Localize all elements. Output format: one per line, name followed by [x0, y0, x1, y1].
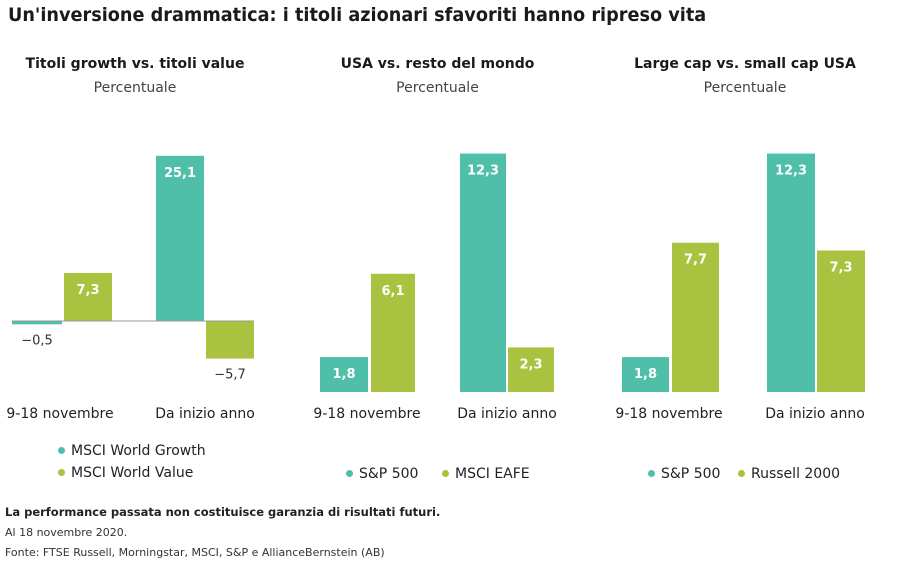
legend-swatch	[58, 446, 65, 454]
footer-source: Fonte: FTSE Russell, Morningstar, MSCI, …	[5, 546, 385, 559]
category-label: 9-18 novembre	[6, 406, 113, 422]
category-label: Da inizio anno	[457, 406, 557, 422]
bar-msci-world-value-1	[64, 272, 112, 322]
chart-growth-vs-value: Titoli growth vs. titoli value Percentua…	[0, 0, 270, 495]
legend-swatch	[346, 469, 353, 477]
bar-russell-2000-1	[672, 242, 719, 392]
bar-s-p-500-2	[767, 153, 815, 392]
legend-item-msci-world-value: MSCI World Value	[58, 465, 193, 481]
data-label: 25,1	[164, 166, 196, 181]
legend-item-sp500: S&P 500	[648, 466, 720, 482]
chart-subtitle: Percentuale	[93, 80, 177, 96]
data-label: −5,7	[214, 368, 246, 383]
bar-s-p-500-1	[622, 357, 669, 392]
data-label: 2,3	[519, 357, 542, 372]
bar-msci-world-growth-2	[156, 155, 204, 322]
bars	[320, 153, 554, 392]
footer-note: La performance passata non costituisce g…	[5, 505, 441, 519]
legend-item-msci-world-growth: MSCI World Growth	[58, 443, 206, 459]
main-title: Un'inversione drammatica: i titoli azion…	[8, 4, 707, 26]
legend-item-msci-eafe: MSCI EAFE	[442, 466, 530, 482]
bar-russell-2000-2	[817, 250, 865, 392]
bar-msci-world-growth-1	[12, 321, 62, 325]
data-label: −0,5	[21, 333, 53, 348]
chart-plot: −0,5 7,3 9-18 novembre 25,1 −5,7 Da inizio an…	[6, 155, 255, 422]
data-label: 6,1	[381, 284, 404, 299]
legend-item-russell-2000: Russell 2000	[738, 466, 840, 482]
category-label: 9-18 novembre	[615, 406, 722, 422]
chart-plot: 1,8 7,7 9-18 novembre 12,3 7,3 Da inizio anno	[615, 153, 865, 422]
data-label: 7,7	[684, 253, 707, 268]
bars	[12, 155, 254, 359]
bar-msci-world-value-2	[206, 321, 254, 359]
bar-msci-eafe-1	[371, 273, 415, 392]
bars	[622, 153, 865, 392]
chart-large-vs-small-cap: Large cap vs. small cap USA Percentuale …	[605, 0, 885, 495]
bar-s-p-500-1	[320, 357, 368, 392]
chart-title: Large cap vs. small cap USA	[634, 56, 856, 72]
legend-label: MSCI World Growth	[71, 443, 206, 459]
footer-date: Al 18 novembre 2020.	[5, 526, 128, 539]
legend-label: MSCI EAFE	[455, 466, 530, 482]
data-label: 12,3	[775, 164, 807, 179]
legend-label: Russell 2000	[751, 466, 841, 482]
data-label: 7,3	[829, 260, 852, 275]
legend-label: S&P 500	[661, 466, 721, 482]
data-label: 7,3	[76, 283, 99, 298]
category-label: Da inizio anno	[155, 406, 255, 422]
category-label: 9-18 novembre	[313, 406, 420, 422]
chart-subtitle: Percentuale	[703, 80, 787, 96]
chart-title: Titoli growth vs. titoli value	[25, 56, 245, 72]
chart-usa-vs-world: USA vs. resto del mondo Percentuale 1,8 6…	[300, 0, 575, 495]
legend-swatch	[738, 469, 745, 477]
legend-label: MSCI World Value	[71, 465, 194, 481]
category-label: Da inizio anno	[765, 406, 865, 422]
data-label: 1,8	[634, 367, 657, 382]
chart-plot: 1,8 6,1 9-18 novembre 12,3 2,3 Da inizio anno	[313, 153, 557, 422]
chart-title: USA vs. resto del mondo	[340, 56, 535, 72]
chart-subtitle: Percentuale	[396, 80, 479, 96]
bar-msci-eafe-2	[508, 347, 554, 392]
legend-swatch	[58, 468, 65, 476]
legend-label: S&P 500	[359, 466, 419, 482]
data-label: 12,3	[467, 164, 499, 179]
data-label: 1,8	[332, 367, 355, 382]
legend-swatch	[442, 469, 449, 477]
legend-swatch	[648, 469, 655, 477]
legend-item-sp500: S&P 500	[346, 466, 418, 482]
bar-s-p-500-2	[460, 153, 506, 392]
